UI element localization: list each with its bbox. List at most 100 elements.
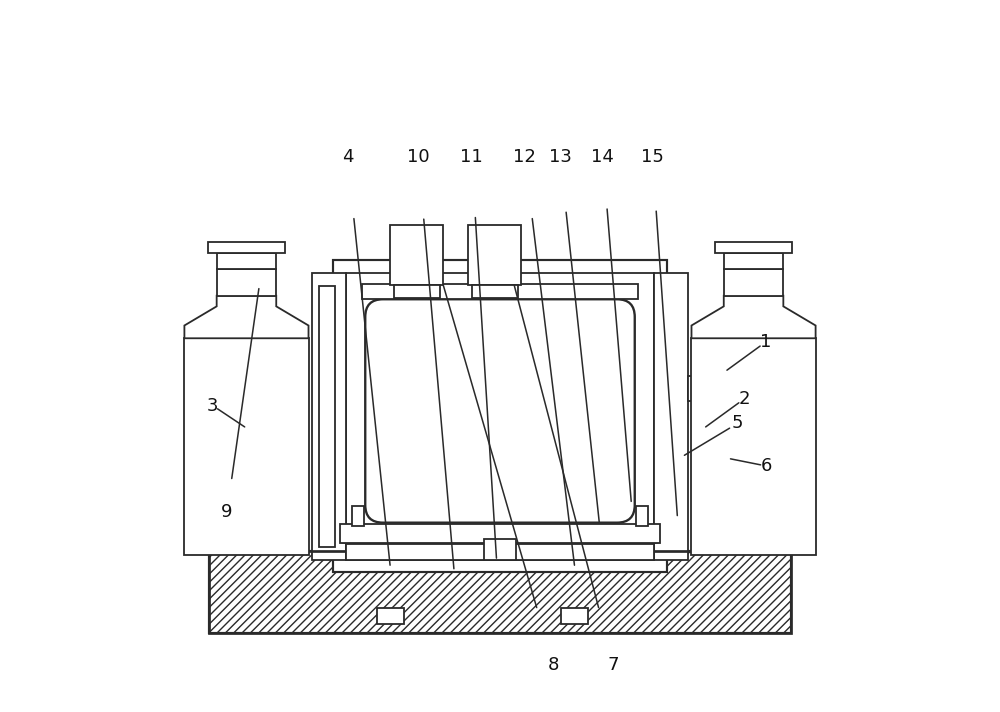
Circle shape: [448, 367, 453, 372]
Circle shape: [414, 321, 419, 327]
Circle shape: [448, 435, 453, 440]
Circle shape: [516, 435, 521, 440]
Circle shape: [470, 389, 476, 395]
Circle shape: [470, 446, 476, 451]
Circle shape: [607, 424, 612, 429]
Circle shape: [391, 310, 396, 315]
Circle shape: [402, 310, 408, 315]
Circle shape: [470, 378, 476, 384]
Circle shape: [527, 321, 532, 327]
Circle shape: [459, 367, 464, 372]
Circle shape: [459, 401, 464, 407]
Circle shape: [538, 378, 544, 384]
Circle shape: [425, 514, 430, 520]
Circle shape: [380, 469, 385, 474]
Circle shape: [368, 424, 374, 429]
Circle shape: [538, 458, 544, 463]
Circle shape: [561, 321, 567, 327]
Circle shape: [402, 401, 408, 407]
Circle shape: [516, 514, 521, 520]
Circle shape: [595, 355, 601, 361]
Circle shape: [538, 401, 544, 407]
Circle shape: [402, 469, 408, 474]
Circle shape: [402, 333, 408, 338]
Circle shape: [493, 389, 498, 395]
Circle shape: [572, 389, 578, 395]
Circle shape: [402, 446, 408, 451]
Circle shape: [572, 355, 578, 361]
Circle shape: [459, 446, 464, 451]
Circle shape: [368, 321, 374, 327]
Circle shape: [414, 503, 419, 508]
Circle shape: [448, 446, 453, 451]
Circle shape: [448, 481, 453, 486]
Circle shape: [436, 424, 442, 429]
Circle shape: [380, 503, 385, 508]
Circle shape: [618, 469, 623, 474]
Circle shape: [595, 333, 601, 338]
Circle shape: [448, 458, 453, 463]
Bar: [346, 544, 654, 560]
Circle shape: [584, 333, 589, 338]
Circle shape: [550, 333, 555, 338]
Circle shape: [436, 355, 442, 361]
Circle shape: [572, 412, 578, 417]
Circle shape: [504, 333, 510, 338]
Circle shape: [493, 503, 498, 508]
Circle shape: [584, 446, 589, 451]
Circle shape: [504, 446, 510, 451]
Circle shape: [402, 412, 408, 417]
Circle shape: [391, 401, 396, 407]
Circle shape: [561, 412, 567, 417]
Circle shape: [380, 481, 385, 486]
Circle shape: [584, 321, 589, 327]
Circle shape: [584, 389, 589, 395]
Circle shape: [516, 412, 521, 417]
Circle shape: [448, 424, 453, 429]
Circle shape: [595, 367, 601, 372]
Circle shape: [482, 378, 487, 384]
Text: 15: 15: [641, 148, 664, 167]
Circle shape: [436, 412, 442, 417]
Circle shape: [538, 310, 544, 315]
Text: 9: 9: [221, 503, 233, 521]
Circle shape: [368, 446, 374, 451]
Circle shape: [425, 344, 430, 350]
Circle shape: [402, 344, 408, 350]
Circle shape: [516, 333, 521, 338]
Circle shape: [425, 435, 430, 440]
Circle shape: [516, 503, 521, 508]
Circle shape: [516, 401, 521, 407]
Circle shape: [380, 491, 385, 497]
Circle shape: [538, 333, 544, 338]
Circle shape: [448, 344, 453, 350]
Circle shape: [493, 321, 498, 327]
Circle shape: [595, 481, 601, 486]
Circle shape: [402, 321, 408, 327]
Circle shape: [425, 367, 430, 372]
Circle shape: [584, 344, 589, 350]
Circle shape: [572, 378, 578, 384]
Circle shape: [527, 435, 532, 440]
Circle shape: [595, 389, 601, 395]
Circle shape: [607, 435, 612, 440]
Circle shape: [448, 469, 453, 474]
Circle shape: [414, 446, 419, 451]
Circle shape: [391, 344, 396, 350]
Circle shape: [527, 491, 532, 497]
Circle shape: [561, 355, 567, 361]
Circle shape: [470, 412, 476, 417]
Circle shape: [504, 481, 510, 486]
Circle shape: [402, 435, 408, 440]
Circle shape: [425, 412, 430, 417]
Circle shape: [436, 378, 442, 384]
Circle shape: [448, 503, 453, 508]
Circle shape: [618, 401, 623, 407]
Circle shape: [414, 389, 419, 395]
Circle shape: [572, 458, 578, 463]
Circle shape: [595, 344, 601, 350]
Circle shape: [414, 401, 419, 407]
Circle shape: [380, 389, 385, 395]
Circle shape: [504, 344, 510, 350]
Circle shape: [584, 310, 589, 315]
